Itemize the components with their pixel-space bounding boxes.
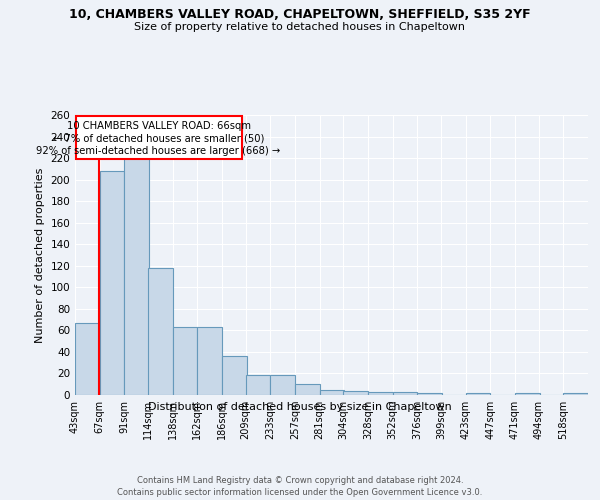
Text: Size of property relative to detached houses in Chapeltown: Size of property relative to detached ho… (134, 22, 466, 32)
Bar (197, 327, 222, 395)
Text: 10 CHAMBERS VALLEY ROAD: 66sqm: 10 CHAMBERS VALLEY ROAD: 66sqm (67, 122, 251, 132)
Text: 92% of semi-detached houses are larger (668) →: 92% of semi-detached houses are larger (… (37, 146, 281, 156)
Text: Contains HM Land Registry data © Crown copyright and database right 2024.: Contains HM Land Registry data © Crown c… (137, 476, 463, 485)
Bar (466, 393, 490, 395)
FancyBboxPatch shape (76, 116, 242, 159)
Bar (245, 374, 271, 395)
Bar (100, 171, 124, 395)
Bar (222, 356, 247, 395)
Bar (173, 327, 197, 395)
Bar (320, 390, 344, 395)
Bar (343, 390, 368, 395)
Bar (515, 393, 539, 395)
Bar (148, 268, 173, 395)
Bar (368, 392, 392, 395)
Bar (75, 323, 100, 395)
Bar (418, 393, 442, 395)
Text: ← 7% of detached houses are smaller (50): ← 7% of detached houses are smaller (50) (53, 134, 264, 144)
Bar (563, 393, 588, 395)
Text: Distribution of detached houses by size in Chapeltown: Distribution of detached houses by size … (148, 402, 452, 412)
Bar (271, 374, 295, 395)
Bar (295, 384, 320, 395)
Bar (124, 152, 149, 395)
Bar (392, 392, 418, 395)
Text: Contains public sector information licensed under the Open Government Licence v3: Contains public sector information licen… (118, 488, 482, 497)
Text: 10, CHAMBERS VALLEY ROAD, CHAPELTOWN, SHEFFIELD, S35 2YF: 10, CHAMBERS VALLEY ROAD, CHAPELTOWN, SH… (69, 8, 531, 20)
Y-axis label: Number of detached properties: Number of detached properties (35, 168, 45, 342)
